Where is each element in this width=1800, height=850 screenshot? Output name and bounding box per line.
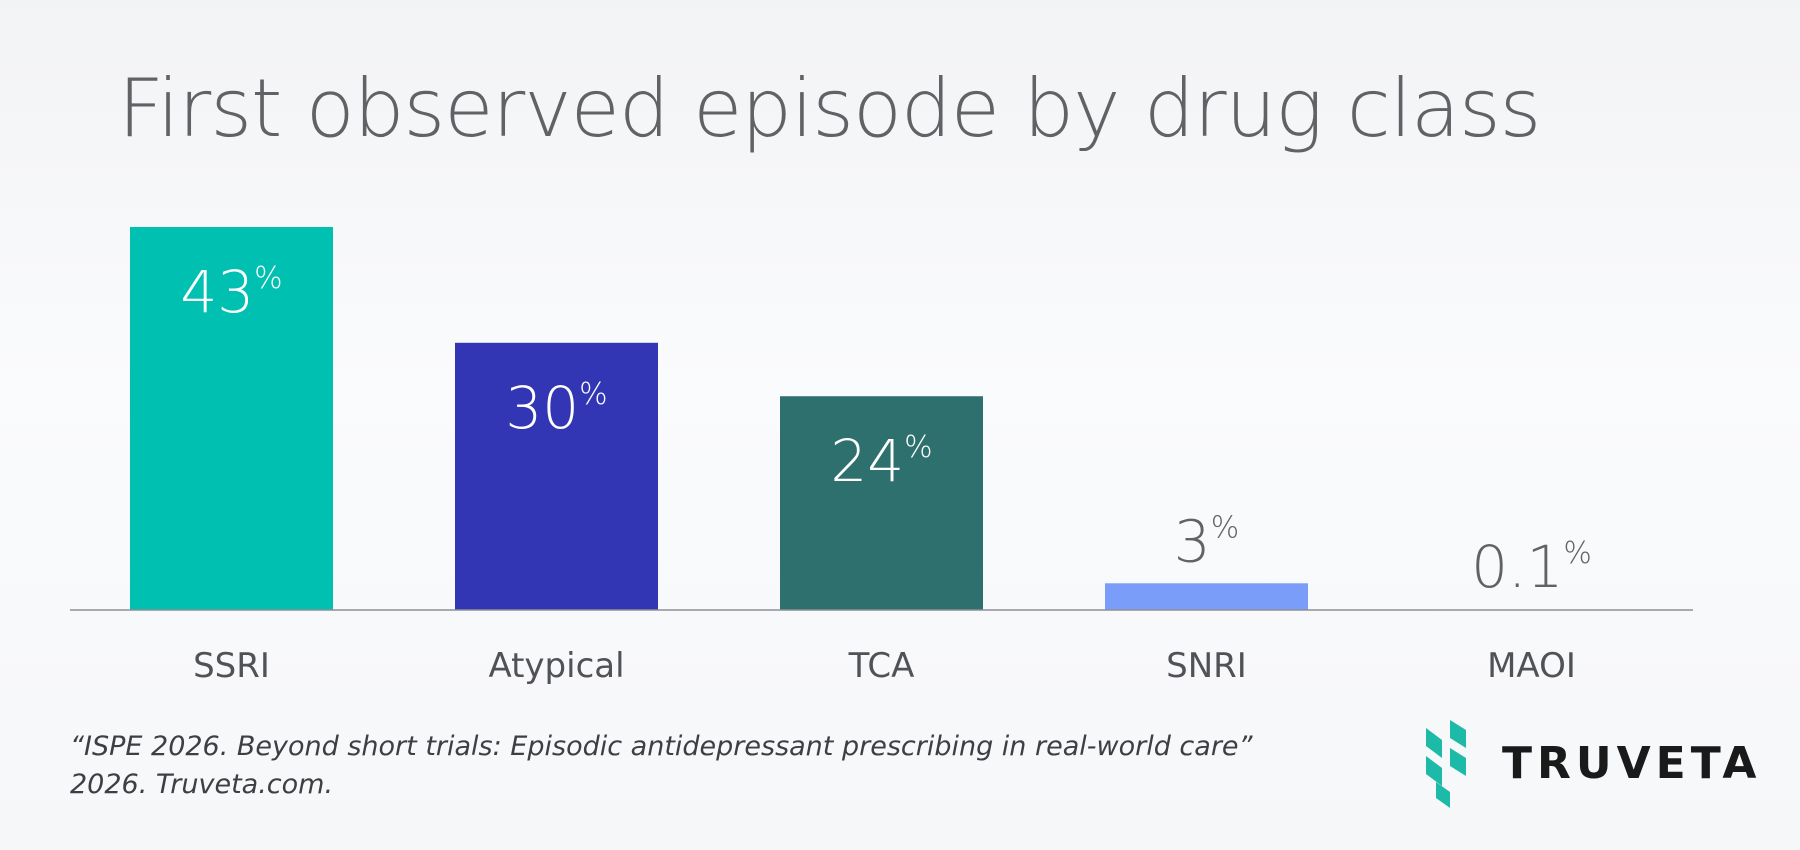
value-label-maoi: 0.1% [1471, 533, 1592, 601]
bar-chart: 43% SSRI 30% Atypical 24% TCA 3% SNRI 0.1% MAOI [70, 227, 1693, 686]
category-label-snri: SNRI [1166, 646, 1247, 686]
truveta-logo: TRUVETA [1420, 718, 1761, 808]
category-label-tca: TCA [848, 646, 915, 686]
bar-ssri [130, 227, 333, 610]
value-label-atypical: 30% [505, 374, 607, 442]
value-label-tca: 24% [830, 427, 932, 495]
source-line-2: 2026. Truveta.com. [70, 769, 334, 800]
value-label-ssri: 43% [180, 258, 282, 326]
truveta-wordmark: TRUVETA [1502, 737, 1762, 789]
bar-atypical [455, 342, 658, 610]
source-citation: “ISPE 2026. Beyond short trials: Episodi… [70, 728, 1253, 804]
category-label-ssri: SSRI [193, 646, 270, 686]
bars-group [130, 227, 1633, 610]
value-label-snri: 3% [1174, 507, 1239, 575]
chart-title: First observed episode by drug class [118, 62, 1541, 155]
category-label-maoi: MAOI [1487, 646, 1576, 686]
labels-group: 43% SSRI 30% Atypical 24% TCA 3% SNRI 0.1% MAOI [180, 258, 1592, 686]
bar-tca [780, 396, 983, 610]
source-line-1: “ISPE 2026. Beyond short trials: Episodi… [70, 731, 1253, 762]
truveta-leaf-icon [1426, 720, 1466, 808]
bar-snri [1105, 583, 1308, 610]
category-label-atypical: Atypical [488, 646, 624, 686]
